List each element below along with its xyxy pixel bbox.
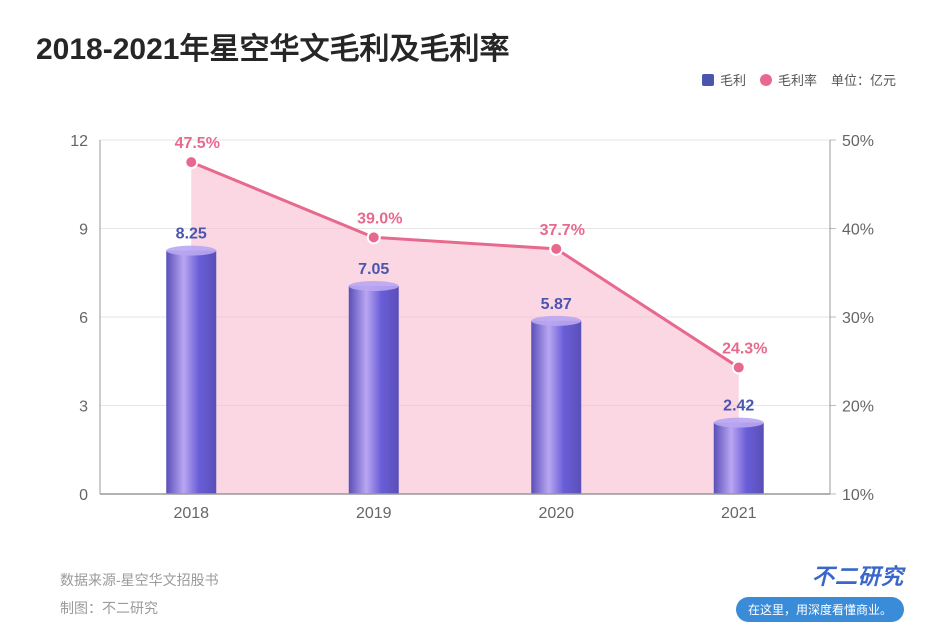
brand-tagline: 在这里，用深度看懂商业。 — [736, 597, 904, 622]
legend-unit: 单位：亿元 — [831, 70, 896, 89]
svg-text:2020: 2020 — [538, 505, 574, 522]
legend-bar: 毛利 — [702, 70, 746, 89]
chart-svg: 0 3 6 9 12 10% 20% 30% 40% 50% 8.25 7.05 5.87 2.42 47.… — [60, 110, 880, 530]
legend: 毛利 毛利率 单位：亿元 — [702, 70, 896, 89]
svg-text:9: 9 — [79, 222, 88, 239]
svg-text:39.0%: 39.0% — [357, 210, 402, 227]
svg-text:24.3%: 24.3% — [722, 340, 767, 357]
svg-text:50%: 50% — [842, 133, 874, 150]
svg-text:2.42: 2.42 — [723, 398, 754, 415]
svg-text:20%: 20% — [842, 399, 874, 416]
svg-text:7.05: 7.05 — [358, 261, 389, 278]
svg-text:37.7%: 37.7% — [540, 222, 585, 239]
svg-text:8.25: 8.25 — [176, 226, 207, 243]
chart-title: 2018-2021年星空华文毛利及毛利率 — [36, 24, 904, 68]
legend-bar-label: 毛利 — [720, 70, 746, 89]
svg-text:10%: 10% — [842, 487, 874, 504]
svg-text:3: 3 — [79, 399, 88, 416]
svg-text:2018: 2018 — [173, 505, 209, 522]
svg-text:30%: 30% — [842, 310, 874, 327]
svg-text:40%: 40% — [842, 222, 874, 239]
svg-text:5.87: 5.87 — [541, 296, 572, 313]
brand-name: 不二研究 — [736, 559, 904, 591]
legend-line: 毛利率 — [760, 70, 817, 89]
svg-text:12: 12 — [70, 133, 88, 150]
svg-text:2019: 2019 — [356, 505, 392, 522]
svg-text:6: 6 — [79, 310, 88, 327]
footer-credit: 制图：不二研究 — [60, 594, 219, 622]
chart-plot: 0 3 6 9 12 10% 20% 30% 40% 50% 8.25 7.05 5.87 2.42 47.… — [60, 110, 880, 530]
footer: 数据来源-星空华文招股书 制图：不二研究 — [60, 566, 219, 622]
footer-source: 数据来源-星空华文招股书 — [60, 566, 219, 594]
brand: 不二研究 在这里，用深度看懂商业。 — [736, 559, 904, 622]
legend-bar-swatch — [702, 74, 714, 86]
legend-line-label: 毛利率 — [778, 70, 817, 89]
svg-text:47.5%: 47.5% — [175, 135, 220, 152]
svg-text:2021: 2021 — [721, 505, 757, 522]
svg-text:0: 0 — [79, 487, 88, 504]
legend-line-swatch — [760, 74, 772, 86]
